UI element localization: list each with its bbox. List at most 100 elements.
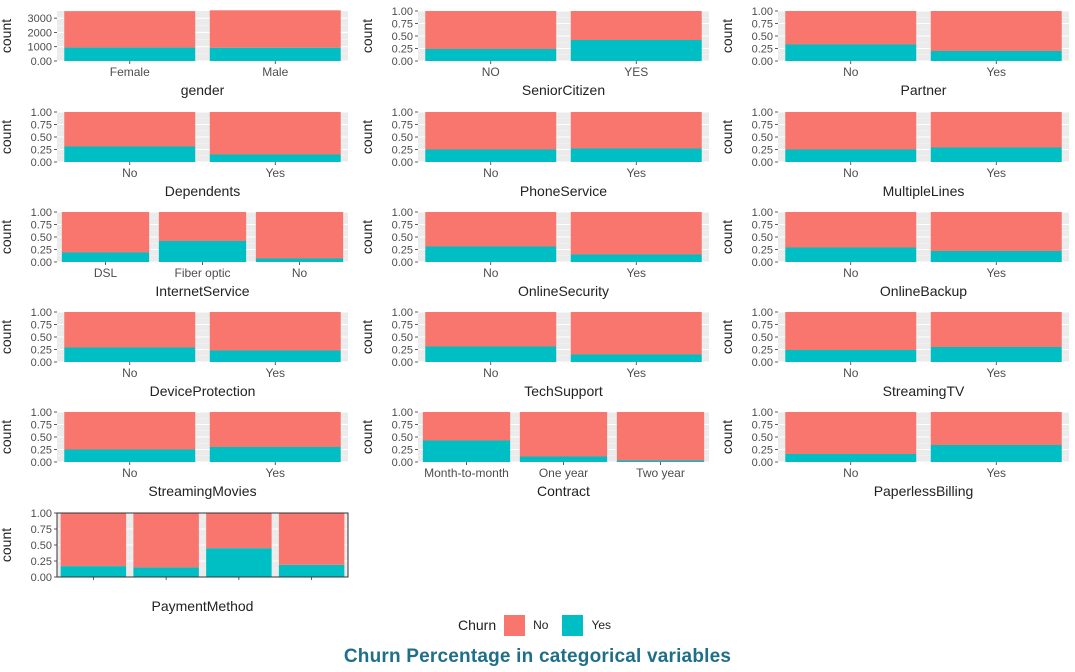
y-tick-label: 1.00 <box>31 407 52 419</box>
y-tick-label: 0.00 <box>392 157 413 169</box>
bar-no <box>425 112 557 150</box>
bar-no <box>785 112 917 150</box>
bar-yes <box>930 147 1062 162</box>
x-axis-title: InternetService <box>155 283 249 299</box>
x-tick-label: Yes <box>986 266 1006 280</box>
x-tick-label: No <box>843 65 859 79</box>
facet-Partner: 0.000.250.500.751.00 No Yes count Partner <box>719 6 1069 98</box>
bar-yes <box>785 454 917 462</box>
bar-no <box>425 312 557 347</box>
y-tick-label: 1.00 <box>31 508 52 520</box>
y-tick-label: 0.00 <box>31 357 52 369</box>
y-tick-label: 0.25 <box>392 145 413 157</box>
y-tick-label: 2000 <box>28 27 52 39</box>
y-tick-label: 1.00 <box>31 107 52 119</box>
bar-no <box>209 112 341 155</box>
y-tick-label: 0.75 <box>31 524 52 536</box>
y-tick-label: 0.50 <box>392 132 413 144</box>
bar-no <box>570 212 702 255</box>
bar-yes <box>519 456 608 462</box>
x-axis-title: Contract <box>537 483 590 499</box>
x-tick-label: Yes <box>265 166 285 180</box>
bar-no <box>425 11 557 49</box>
facet-PhoneService: 0.000.250.500.751.00 No Yes count PhoneServi… <box>359 107 709 199</box>
x-axis-title: MultipleLines <box>883 183 965 199</box>
bar-no <box>425 212 557 247</box>
x-tick-label: No <box>843 166 859 180</box>
bar-yes <box>570 254 702 262</box>
bar-yes <box>785 149 917 162</box>
legend-key-yes <box>562 614 584 636</box>
x-tick-label: No <box>483 366 499 380</box>
bar-yes <box>785 350 917 362</box>
y-tick-label: 0.25 <box>392 345 413 357</box>
bar-yes <box>64 146 196 162</box>
y-tick-label: 0.00 <box>392 457 413 469</box>
facet-SeniorCitizen: 0.000.250.500.751.00 NO YES count SeniorCiti… <box>359 6 709 98</box>
x-axis-title: OnlineSecurity <box>518 283 609 299</box>
bar-no <box>930 412 1062 445</box>
bar-no <box>206 513 272 549</box>
bar-no <box>209 412 341 447</box>
x-axis-title: StreamingMovies <box>148 483 256 499</box>
bar-yes <box>930 251 1062 262</box>
facet-OnlineBackup: 0.000.250.500.751.00 No Yes count OnlineBack… <box>719 207 1069 299</box>
x-axis-title: SeniorCitizen <box>522 82 605 98</box>
x-tick-label: Male <box>262 65 288 79</box>
x-tick-label: Yes <box>626 366 646 380</box>
x-tick-label: Yes <box>265 466 285 480</box>
y-axis-label: count <box>719 420 735 454</box>
bar-yes <box>425 149 557 162</box>
y-tick-label: 0.50 <box>392 31 413 43</box>
bar-no <box>570 11 702 40</box>
y-tick-label: 0.25 <box>392 44 413 56</box>
bar-yes <box>930 51 1062 61</box>
x-tick-label: Yes <box>986 466 1006 480</box>
y-tick-label: 0.00 <box>31 572 52 584</box>
x-tick-label: Month-to-month <box>424 466 509 480</box>
facet-StreamingTV: 0.000.250.500.751.00 No Yes count StreamingT… <box>719 307 1069 399</box>
y-tick-label: 0.25 <box>31 245 52 257</box>
bar-no <box>570 112 702 149</box>
y-tick-label: 1000 <box>28 42 52 54</box>
y-tick-label: 0.75 <box>31 220 52 232</box>
y-tick-label: 0.75 <box>392 120 413 132</box>
x-tick-label: No <box>292 266 308 280</box>
bar-yes <box>278 564 345 577</box>
y-tick-label: 0.75 <box>31 320 52 332</box>
y-tick-label: 0.75 <box>752 220 773 232</box>
y-tick-label: 0.50 <box>31 232 52 244</box>
y-tick-label: 0.50 <box>31 540 52 552</box>
y-tick-label: 0.50 <box>752 132 773 144</box>
bar-no <box>930 112 1062 148</box>
x-tick-label: Yes <box>626 266 646 280</box>
bar-no <box>785 412 917 454</box>
y-axis-label: count <box>359 320 375 354</box>
bar-no <box>519 412 608 457</box>
y-tick-label: 0.50 <box>752 232 773 244</box>
x-tick-label: No <box>843 266 859 280</box>
y-tick-label: 0.75 <box>392 220 413 232</box>
bar-yes <box>616 460 705 462</box>
x-tick-label: No <box>122 466 138 480</box>
bar-no <box>930 312 1062 347</box>
x-tick-label: DSL <box>94 266 118 280</box>
x-tick-label: No <box>122 166 138 180</box>
bar-yes <box>64 449 196 462</box>
bar-no <box>930 212 1062 251</box>
bar-no <box>133 513 199 568</box>
bar-yes <box>64 47 196 61</box>
bar-no <box>570 312 702 355</box>
bar-yes <box>930 347 1062 362</box>
x-axis-title: StreamingTV <box>883 383 965 399</box>
y-tick-label: 0.50 <box>31 132 52 144</box>
facet-PaperlessBilling: 0.000.250.500.751.00 No Yes count PaperlessB… <box>719 407 1069 499</box>
bar-yes <box>785 247 917 262</box>
y-tick-label: 1.00 <box>31 307 52 319</box>
facet-OnlineSecurity: 0.000.250.500.751.00 No Yes count OnlineSecu… <box>359 207 709 299</box>
y-tick-label: 0.25 <box>752 445 773 457</box>
y-tick-label: 0.25 <box>752 44 773 56</box>
y-tick-label: 0.00 <box>31 157 52 169</box>
y-tick-label: 1.00 <box>752 307 773 319</box>
